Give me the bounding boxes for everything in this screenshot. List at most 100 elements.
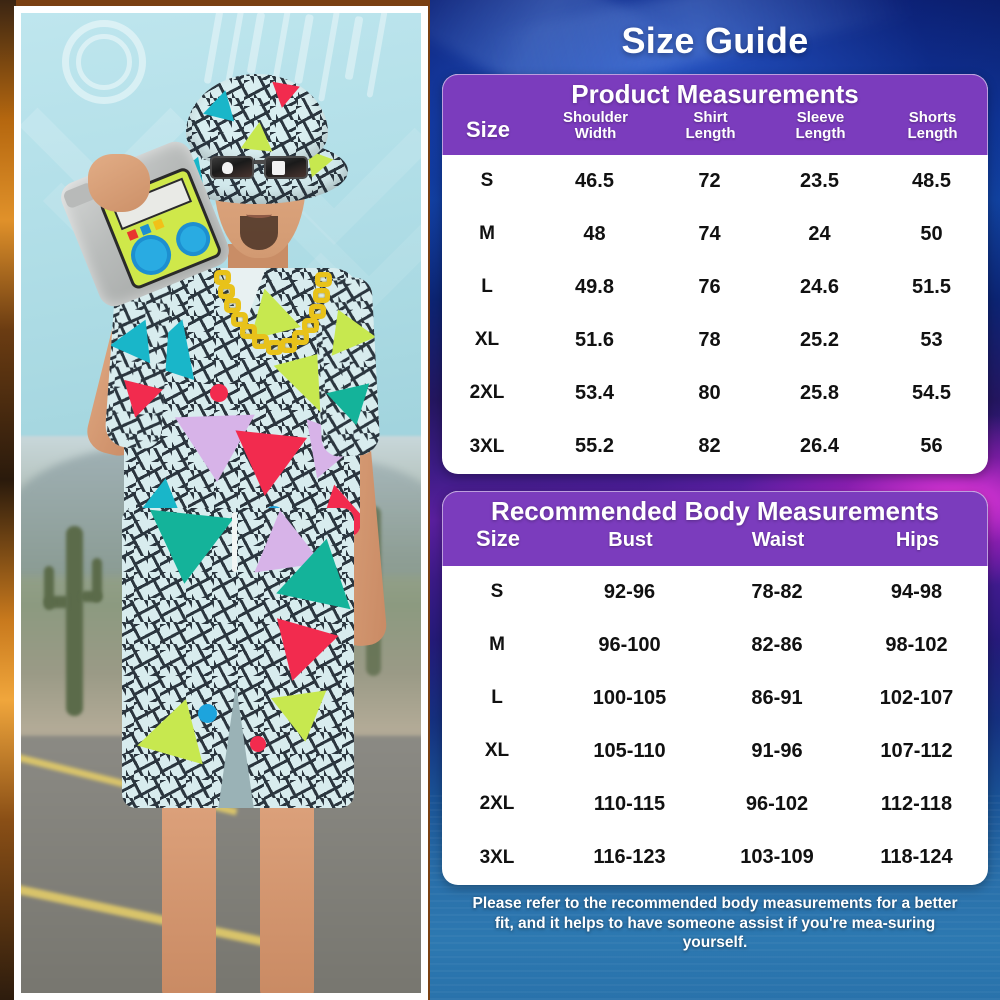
sunglasses-lens-left — [210, 156, 254, 179]
cell-sleeve-length: 25.2 — [800, 328, 839, 351]
sunglasses-prop — [210, 154, 314, 180]
cell-shorts-length: 48.5 — [912, 169, 951, 192]
sunglasses-bridge — [254, 160, 266, 164]
table-row: 2XL 53.4 80 25.8 54.5 — [442, 367, 988, 420]
cell-bust: 100-105 — [592, 686, 667, 709]
model-leg-right — [260, 790, 314, 1000]
sunglasses-lens-right — [264, 156, 308, 179]
cell-shirt-length: 74 — [698, 222, 721, 245]
page-title: Size Guide — [621, 20, 809, 61]
cactus-arm — [92, 558, 102, 602]
cell-size: 2XL — [469, 382, 505, 404]
cell-sleeve-length: 24.6 — [800, 275, 839, 298]
body-measurements-header-row: Size Bust Waist Hips — [443, 525, 987, 558]
model-mouth — [246, 211, 272, 218]
cell-hips: 98-102 — [885, 633, 948, 656]
pattern-triangle — [240, 120, 276, 152]
measurement-footnote: Please refer to the recommended body mea… — [472, 894, 958, 952]
header-line-1: Shoulder — [562, 109, 628, 127]
chain-link — [309, 304, 326, 319]
body-measurements-caption: Recommended Body Measurements — [491, 495, 939, 526]
column-header-bust: Bust — [608, 529, 653, 552]
column-header-hips: Hips — [895, 529, 940, 552]
body-measurements-card: Recommended Body Measurements Size Bust … — [442, 490, 988, 885]
product-shorts — [122, 508, 354, 808]
cell-hips: 118-124 — [880, 846, 953, 869]
cell-size: S — [480, 170, 494, 192]
cell-bust: 92-96 — [603, 580, 656, 603]
pattern-triangle — [270, 690, 334, 746]
cell-bust: 116-123 — [593, 846, 666, 869]
size-guide-panel: Size Guide Product Measurements Size Sho… — [430, 0, 1000, 1000]
model-beard — [240, 216, 278, 250]
cell-size: 3XL — [479, 846, 515, 868]
cell-shorts-length: 51.5 — [912, 275, 951, 298]
cell-waist: 96-102 — [745, 792, 809, 815]
cactus-shape — [66, 526, 83, 716]
cell-shoulder-width: 46.5 — [575, 169, 614, 192]
table-row: XL 51.6 78 25.2 53 — [442, 314, 988, 367]
header-line-2: Width — [574, 125, 617, 143]
cell-waist: 91-96 — [751, 739, 803, 762]
cell-hips: 94-98 — [890, 580, 943, 603]
photo-edge-strip — [0, 0, 16, 1000]
product-measurements-header: Product Measurements Size Shoulder Width… — [442, 74, 988, 155]
table-row: M 96-100 82-86 98-102 — [442, 619, 988, 672]
cell-hips: 102-107 — [879, 686, 954, 709]
table-row: S 46.5 72 23.5 48.5 — [442, 155, 988, 208]
product-measurements-body: S 46.5 72 23.5 48.5 M 48 74 24 50 L 49.8… — [442, 155, 988, 474]
cell-size: XL — [474, 329, 500, 351]
lens-glint — [272, 161, 285, 175]
header-line-1: Sleeve — [796, 109, 845, 127]
column-header-size: Size — [465, 116, 511, 142]
cell-sleeve-length: 24 — [808, 222, 831, 245]
cell-size: M — [489, 634, 505, 656]
chain-link — [302, 318, 319, 333]
cell-size: L — [481, 276, 493, 298]
chain-link — [240, 324, 257, 339]
header-line-2: Length — [907, 125, 958, 143]
cell-hips: 112-118 — [880, 792, 953, 815]
pattern-dot — [198, 704, 217, 723]
lens-glint — [222, 162, 233, 174]
cell-size: XL — [484, 740, 510, 762]
cell-size: 3XL — [469, 435, 505, 457]
cactus-arm — [44, 566, 54, 610]
cell-bust: 110-115 — [593, 792, 666, 815]
model-figure — [14, 6, 428, 1000]
product-photo — [14, 6, 428, 1000]
cell-shirt-length: 76 — [698, 275, 721, 298]
column-header-shirt-length: Shirt Length — [658, 109, 763, 143]
table-row: S 92-96 78-82 94-98 — [442, 566, 988, 619]
cell-waist: 82-86 — [751, 633, 803, 656]
cell-size: M — [479, 223, 495, 245]
model-hand — [88, 154, 150, 212]
cactus-arm — [80, 591, 102, 602]
cell-hips: 107-112 — [880, 739, 953, 762]
body-measurements-header: Recommended Body Measurements Size Bust … — [442, 490, 988, 566]
cell-shirt-length: 72 — [698, 169, 721, 192]
cell-waist: 78-82 — [751, 580, 803, 603]
cell-shoulder-width: 51.6 — [575, 328, 614, 351]
column-header-shorts-length: Shorts Length — [878, 110, 987, 143]
chain-link — [313, 288, 330, 303]
cell-bust: 105-110 — [593, 739, 666, 762]
cell-shoulder-width: 49.8 — [575, 275, 614, 298]
chain-link — [292, 330, 309, 345]
cell-shirt-length: 80 — [698, 381, 721, 404]
table-row: XL 105-110 91-96 107-112 — [442, 725, 988, 778]
boombox-button — [152, 218, 165, 231]
cell-shoulder-width: 53.4 — [575, 381, 614, 404]
header-line-1: Shirt — [693, 109, 728, 127]
cell-waist: 103-109 — [740, 846, 814, 869]
table-row: L 49.8 76 24.6 51.5 — [442, 261, 988, 314]
chain-link — [214, 270, 231, 285]
table-row: 3XL 116-123 103-109 118-124 — [442, 831, 988, 885]
cell-shorts-length: 56 — [920, 435, 943, 458]
pattern-triangle — [142, 509, 234, 589]
chain-link — [218, 284, 235, 299]
table-row: L 100-105 86-91 102-107 — [442, 672, 988, 725]
product-measurements-card: Product Measurements Size Shoulder Width… — [442, 74, 988, 474]
cell-shorts-length: 53 — [920, 328, 943, 351]
